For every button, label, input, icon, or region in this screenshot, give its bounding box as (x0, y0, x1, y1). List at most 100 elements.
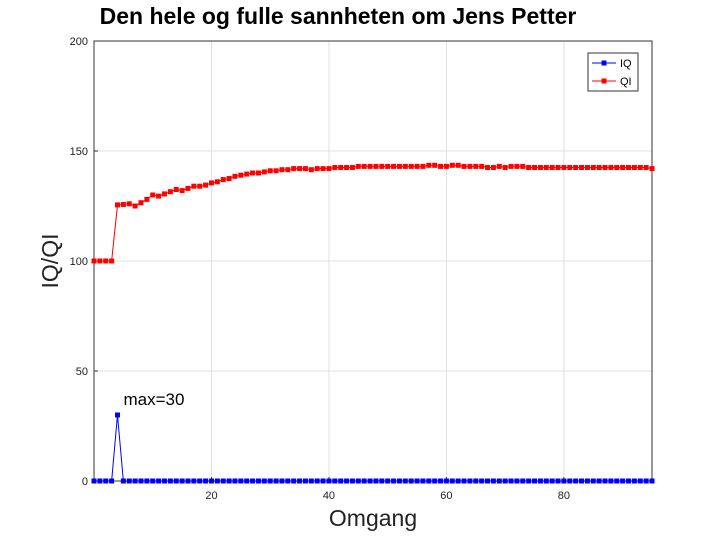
data-point-iq (555, 478, 561, 484)
data-point-qi (173, 187, 179, 192)
data-point-iq (191, 478, 197, 484)
data-point-qi (220, 177, 226, 183)
x-tick-label: 60 (440, 490, 452, 502)
data-point-qi (132, 203, 138, 209)
data-point-iq (285, 478, 291, 484)
data-point-qi (144, 196, 150, 202)
data-point-iq (432, 478, 438, 484)
data-point-iq (473, 478, 479, 484)
data-point-qi (156, 193, 162, 199)
data-point-iq (532, 478, 538, 484)
legend-box (587, 52, 639, 92)
data-point-iq (631, 478, 637, 484)
data-point-qi (285, 167, 291, 173)
data-point-iq (97, 478, 103, 484)
data-point-qi (461, 163, 467, 169)
data-point-iq (332, 478, 338, 484)
legend-marker-iq (601, 60, 607, 66)
x-tick-label: 80 (558, 490, 570, 502)
data-point-iq (349, 478, 355, 484)
data-point-iq (514, 478, 520, 484)
data-point-iq (449, 478, 455, 484)
data-point-iq (526, 478, 532, 484)
data-point-iq (567, 478, 573, 484)
data-point-qi (185, 185, 191, 191)
data-point-iq (203, 478, 209, 484)
data-point-iq (420, 478, 426, 484)
data-point-qi (255, 170, 261, 176)
data-point-qi (408, 163, 414, 169)
data-point-iq (314, 478, 320, 484)
data-point-iq (167, 478, 173, 484)
data-point-qi (261, 169, 267, 175)
data-point-qi (385, 163, 391, 169)
data-point-qi (232, 173, 238, 179)
data-point-iq (273, 478, 279, 484)
data-point-qi (103, 258, 109, 264)
data-point-qi (532, 165, 538, 170)
data-point-iq (508, 478, 514, 484)
data-point-qi (449, 162, 455, 168)
data-point-qi (567, 165, 573, 170)
data-point-qi (179, 188, 185, 194)
x-axis-label: Omgang (329, 505, 417, 531)
data-point-iq (496, 478, 502, 484)
data-point-qi (191, 183, 197, 189)
data-point-iq (373, 478, 379, 484)
data-point-iq (126, 478, 132, 484)
data-point-qi (297, 166, 303, 172)
data-point-iq (443, 478, 449, 484)
data-point-qi (308, 167, 314, 173)
data-point-qi (473, 163, 479, 169)
data-point-qi (420, 163, 426, 169)
axis-ticks: 20 40 60 80 0 50 100 150 200 (70, 36, 570, 502)
data-point-qi (596, 165, 602, 170)
data-point-iq (103, 478, 109, 484)
data-point-iq (579, 478, 585, 484)
data-point-iq (467, 478, 473, 484)
data-point-qi (161, 191, 167, 197)
data-point-qi (514, 163, 520, 169)
data-point-qi (496, 163, 502, 169)
y-tick-label: 150 (70, 146, 88, 158)
data-point-qi (561, 165, 567, 170)
data-point-qi (649, 166, 655, 172)
data-point-qi (338, 165, 344, 170)
y-tick-label: 50 (76, 366, 88, 378)
max-annotation: max=30 (123, 390, 184, 409)
data-point-iq (584, 478, 590, 484)
data-point-qi (608, 165, 614, 170)
data-point-iq (297, 478, 303, 484)
data-point-iq (385, 478, 391, 484)
data-point-iq (109, 478, 115, 484)
data-point-qi (379, 163, 385, 169)
legend-label-qi: QI (620, 76, 632, 88)
data-point-iq (479, 478, 485, 484)
data-point-iq (138, 478, 144, 484)
data-point-qi (414, 163, 420, 169)
data-point-qi (97, 258, 103, 264)
data-point-qi (320, 166, 326, 172)
data-point-qi (91, 258, 97, 264)
data-point-iq (396, 478, 402, 484)
data-point-qi (273, 168, 279, 174)
data-point-qi (150, 192, 156, 198)
data-point-iq (408, 478, 414, 484)
data-point-iq (161, 478, 167, 484)
data-point-qi (443, 163, 449, 169)
data-point-iq (602, 478, 608, 484)
data-point-qi (291, 166, 297, 172)
data-point-iq (185, 478, 191, 484)
data-point-iq (426, 478, 432, 484)
legend-label-iq: IQ (620, 58, 632, 70)
data-point-iq (244, 478, 250, 484)
data-point-qi (197, 183, 203, 189)
data-point-qi (502, 165, 508, 170)
data-point-iq (302, 478, 308, 484)
data-point-iq (132, 478, 138, 484)
data-point-iq (485, 478, 491, 484)
data-point-iq (114, 412, 120, 418)
data-point-qi (573, 165, 579, 170)
data-point-iq (361, 478, 367, 484)
